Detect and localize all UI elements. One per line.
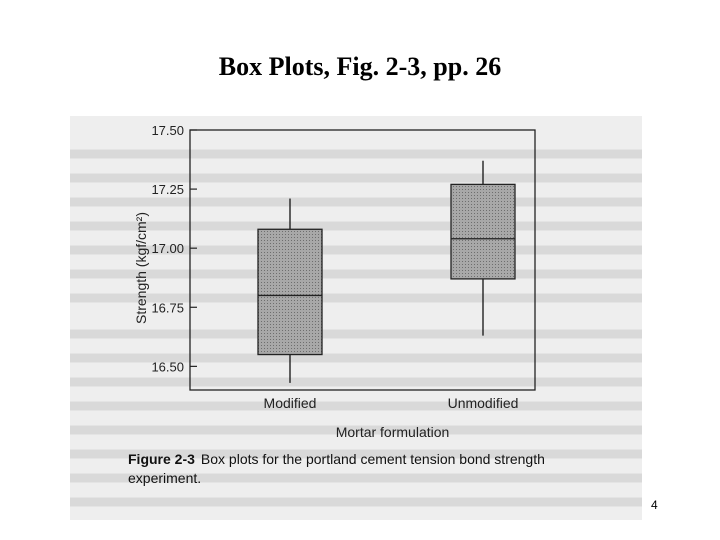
figure-caption: Figure 2-3 Box plots for the portland cem…: [128, 450, 598, 488]
slide-title: Box Plots, Fig. 2-3, pp. 26: [218, 52, 502, 81]
caption-text: Box plots for the portland cement tensio…: [128, 451, 545, 486]
figure-label: Figure 2-3: [128, 451, 195, 467]
box-unmodified: [450, 183, 516, 280]
x-tick-label-modified: Modified: [264, 395, 317, 411]
scanned-figure: [70, 116, 642, 520]
y-tick-label: 16.75: [151, 300, 184, 315]
x-axis-label: Mortar formulation: [336, 424, 450, 440]
page-number: 4: [651, 498, 658, 512]
faded-background-text: [70, 149, 642, 507]
box-modified: [257, 228, 323, 356]
y-tick-label: 16.50: [151, 359, 184, 374]
y-axis-label: Strength (kgf/cm²): [133, 212, 149, 324]
y-tick-label: 17.50: [151, 123, 184, 138]
y-tick-label: 17.00: [151, 241, 184, 256]
plot-frame: [189, 129, 536, 391]
x-tick-label-unmodified: Unmodified: [448, 395, 519, 411]
y-tick-label: 17.25: [151, 182, 184, 197]
